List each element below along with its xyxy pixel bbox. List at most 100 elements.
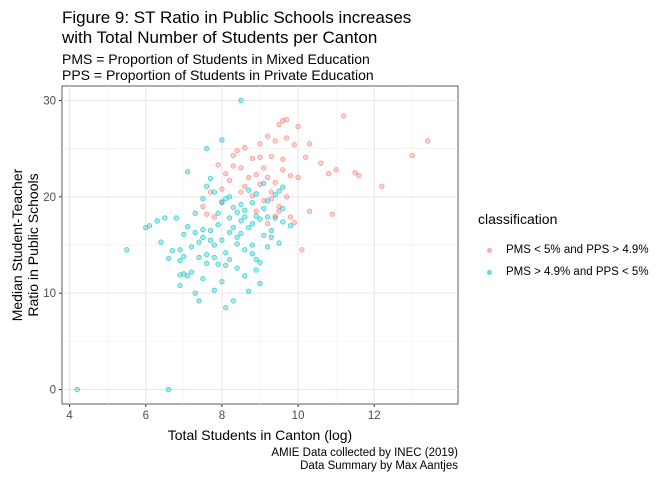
legend-item-series-1: PMS < 5% and PPS > 4.9% [478,239,649,261]
data-point [264,221,271,227]
data-point [200,196,206,202]
data-point [242,183,248,189]
data-point [287,172,294,179]
x-tick-label: 6 [143,410,149,422]
legend-key-series-2 [478,261,500,283]
data-point [204,183,210,189]
data-point [280,205,286,212]
data-point [223,304,229,311]
data-point [257,216,263,222]
x-tick-label: 4 [66,410,73,422]
data-point [264,214,271,220]
data-point [257,154,263,160]
data-point [257,181,263,187]
data-point [188,244,195,250]
x-tick-label: 10 [292,410,305,422]
data-point [276,240,282,246]
data-point [124,247,130,253]
data-point [200,276,206,282]
data-point [219,137,225,143]
data-point [257,280,263,287]
y-tick-label: 0 [50,385,56,397]
data-point [234,241,240,247]
data-point [264,133,271,139]
data-point [249,155,256,161]
data-point [249,221,256,227]
data-point [284,194,290,200]
data-point [192,290,198,296]
data-point [268,189,275,195]
data-point [211,287,217,293]
data-point [249,199,256,206]
data-point [287,223,294,229]
legend-key-series-1 [478,239,500,261]
data-point [204,145,210,152]
data-point [219,278,225,285]
data-point [200,226,206,233]
data-point [268,234,275,240]
data-point [242,145,248,151]
data-point [261,232,267,239]
data-point [253,256,259,263]
data-point [253,208,259,214]
data-point [272,138,278,144]
chart-caption: AMIE Data collected by INEC (2019) Data … [271,447,458,473]
data-point [234,234,240,240]
data-point [196,254,202,261]
data-point [238,201,244,208]
data-point [291,142,297,148]
chart-title-line2: with Total Number of Students per Canton [62,28,378,47]
gridlines [62,86,458,404]
data-point [185,169,191,175]
data-point [352,170,358,176]
data-point [287,214,294,220]
data-point [268,227,275,234]
data-point [165,255,172,262]
data-point [238,189,244,195]
data-point [280,156,286,162]
data-point [261,165,267,171]
y-axis-label-line2: Ratio in Public Schools [25,173,41,316]
data-point [230,225,236,231]
data-point [238,165,244,171]
chart-subtitle-line1: PMS = Proportion of Students in Mixed Ed… [62,51,370,67]
data-point [284,117,290,123]
data-point [280,167,286,173]
data-point [242,207,248,213]
data-point [238,97,244,104]
data-point [276,188,282,194]
data-point [261,205,267,212]
data-point [211,189,217,195]
data-point [204,251,210,258]
data-point [253,267,259,273]
chart-title: Figure 9: ST Ratio in Public Schools inc… [62,8,411,48]
data-point [226,229,233,236]
data-point [204,260,210,266]
data-point [223,250,229,256]
data-point [306,141,313,147]
legend-title: classification [478,211,558,227]
data-point [234,209,240,215]
data-point [207,189,214,195]
data-point [272,215,278,221]
data-point [261,180,267,186]
data-point [207,237,214,243]
data-point [253,191,259,197]
data-point [234,147,240,154]
data-point [325,171,332,177]
data-point [211,242,217,248]
data-point [215,210,221,216]
data-point [211,254,217,261]
x-axis-ticks: 4 6 8 10 12 [66,404,381,422]
data-point [264,198,271,204]
data-point [181,253,187,260]
data-point [238,218,244,224]
data-point [341,113,347,119]
legend: classification PMS < 5% and PPS > 4.9% P… [478,211,649,283]
data-point [146,223,153,229]
data-point [272,213,278,219]
data-point [223,171,229,177]
data-point [424,138,431,144]
data-point [177,282,183,289]
